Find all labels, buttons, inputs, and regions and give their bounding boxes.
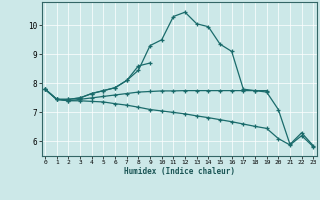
X-axis label: Humidex (Indice chaleur): Humidex (Indice chaleur) bbox=[124, 167, 235, 176]
